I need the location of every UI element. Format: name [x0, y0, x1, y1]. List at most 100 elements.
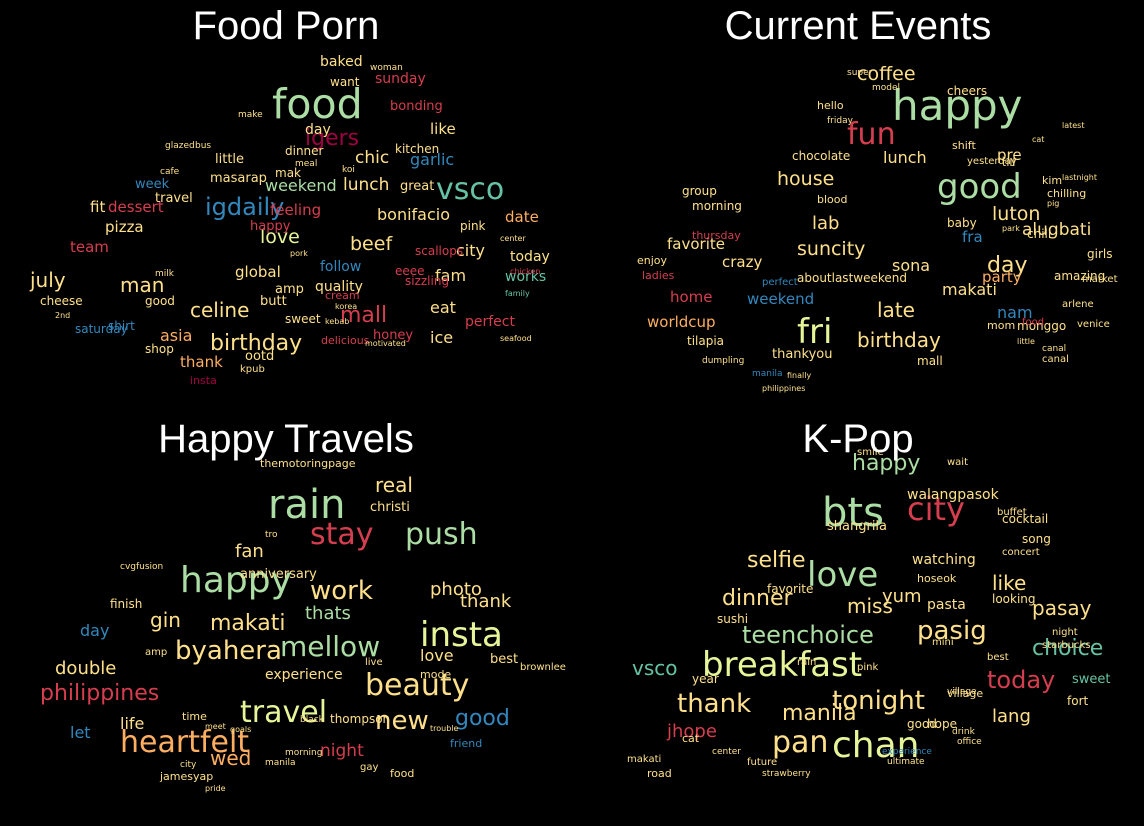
cloud-word: time [182, 710, 207, 723]
cloud-word: chan [832, 725, 920, 766]
cloud-word: christi [370, 500, 410, 515]
cloud-word: shangrila [827, 519, 888, 534]
cloud-word: let [70, 723, 91, 742]
cloud-word: celine [190, 298, 250, 322]
cloud-word: chic [355, 148, 390, 168]
cloud-word: kpub [240, 364, 265, 375]
wordcloud-k-pop: bts breakfast chan love city pasig tonight pan t… [572, 413, 1144, 826]
cloud-word: watching [912, 552, 976, 568]
cloud-word: chill [1027, 227, 1052, 241]
cloud-word: bts [822, 490, 884, 536]
cloud-word: day [80, 621, 110, 640]
cloud-word: favorite [767, 582, 814, 596]
panel-title: Food Porn [192, 4, 380, 48]
cloud-word: manila [752, 369, 783, 379]
cloud-word: ladies [642, 269, 675, 282]
cloud-word: city [456, 241, 485, 260]
cloud-word: pre [997, 146, 1022, 164]
cloud-word: motivated [365, 339, 406, 348]
cloud-word: best [490, 652, 519, 667]
cloud-word: happy [180, 560, 292, 601]
cloud-word: latest [1062, 121, 1085, 130]
cloud-word: walangpasok [907, 487, 999, 503]
cloud-word: kitchen [395, 142, 440, 156]
cloud-word: future [747, 757, 778, 768]
cloud-word: thank [677, 689, 752, 719]
cloud-word: model [872, 83, 901, 93]
cloud-word: experience [882, 747, 932, 757]
cloud-word: love [260, 226, 300, 248]
cloud-word: good [455, 706, 510, 731]
cloud-word: wait [947, 457, 969, 468]
cloud-word: double [55, 658, 117, 679]
cloud-word: philippines [762, 384, 806, 393]
cloud-word: asia [160, 326, 193, 345]
cloud-word: food [1022, 317, 1045, 328]
cloud-word: shop [145, 342, 174, 356]
cloud-word: thankyou [772, 347, 833, 362]
cloud-word: mom [987, 319, 1016, 332]
cloud-word: life [120, 714, 145, 733]
cloud-word: food [390, 767, 415, 780]
cloud-word: manila [782, 701, 857, 726]
cloud-word: igdaily [205, 193, 285, 221]
cloud-word: amp [145, 647, 168, 658]
cloud-word: amp [275, 282, 304, 297]
cloud-word: good [937, 167, 1022, 207]
cloud-word: eat [430, 298, 456, 317]
cloud-word: meal [295, 159, 318, 169]
cloud-word: fra [962, 228, 983, 246]
cloud-word: gin [150, 608, 181, 632]
panel-title: K-Pop [802, 417, 914, 461]
cloud-word: today [510, 249, 550, 265]
panel-title: Current Events [724, 4, 992, 48]
cloud-word: tilapia [687, 334, 725, 348]
cloud-word: coffee [857, 63, 916, 85]
cloud-word: makati [627, 754, 662, 765]
cloud-word: miss [847, 594, 893, 618]
cloud-word: pig [1047, 199, 1060, 208]
cloud-word: photo [430, 579, 482, 600]
cloud-word: travel [240, 695, 328, 730]
cloud-word: enjoy [637, 254, 668, 267]
cloud-word: wed [210, 746, 252, 770]
cloud-word: new [375, 706, 429, 736]
cloud-word: song [1022, 532, 1051, 546]
cloud-word: hope [927, 717, 957, 731]
cloud-word: morning [285, 748, 323, 758]
cloud-word: man [120, 273, 165, 297]
cloud-word: love [420, 646, 454, 665]
cloud-word: pizza [105, 218, 144, 236]
cloud-word: quality [315, 279, 363, 295]
cloud-word: butt [260, 294, 287, 309]
cloud-word: insta [190, 374, 217, 387]
cloud-word: morning [692, 199, 742, 213]
cloud-word: village [947, 687, 984, 700]
cloud-word: dinner [722, 586, 793, 611]
cloud-word: cat [1032, 135, 1045, 144]
cloud-word: drink [952, 727, 975, 737]
cloud-word: buffet [997, 507, 1027, 518]
cloud-word: black [300, 715, 324, 725]
cloud-word: pasta [927, 597, 966, 613]
cloud-word: selfie [747, 548, 806, 573]
cloud-word: feeling [270, 201, 322, 219]
cloud-word: suncity [797, 238, 866, 260]
cloud-word: sushi [717, 612, 749, 626]
cloud-word: honey [373, 328, 414, 343]
cloud-word: date [505, 208, 539, 226]
cloud-word: ice [430, 328, 454, 347]
cloud-word: beauty [365, 668, 470, 703]
cloud-word: chicken [510, 267, 541, 276]
cloud-word: bonding [390, 99, 443, 114]
cloud-word: hello [817, 99, 844, 112]
cloud-word: weekend [747, 290, 815, 308]
cloud-word: fort [1067, 694, 1089, 708]
cloud-word: chilling [1047, 187, 1087, 200]
cloud-word: shift [952, 139, 976, 152]
cloud-word: kim [1042, 174, 1063, 187]
cloud-word: thompson [330, 712, 391, 726]
cloud-word: pan [772, 725, 829, 760]
cloud-word: dessert [108, 198, 164, 216]
cloud-word: gay [360, 762, 379, 773]
